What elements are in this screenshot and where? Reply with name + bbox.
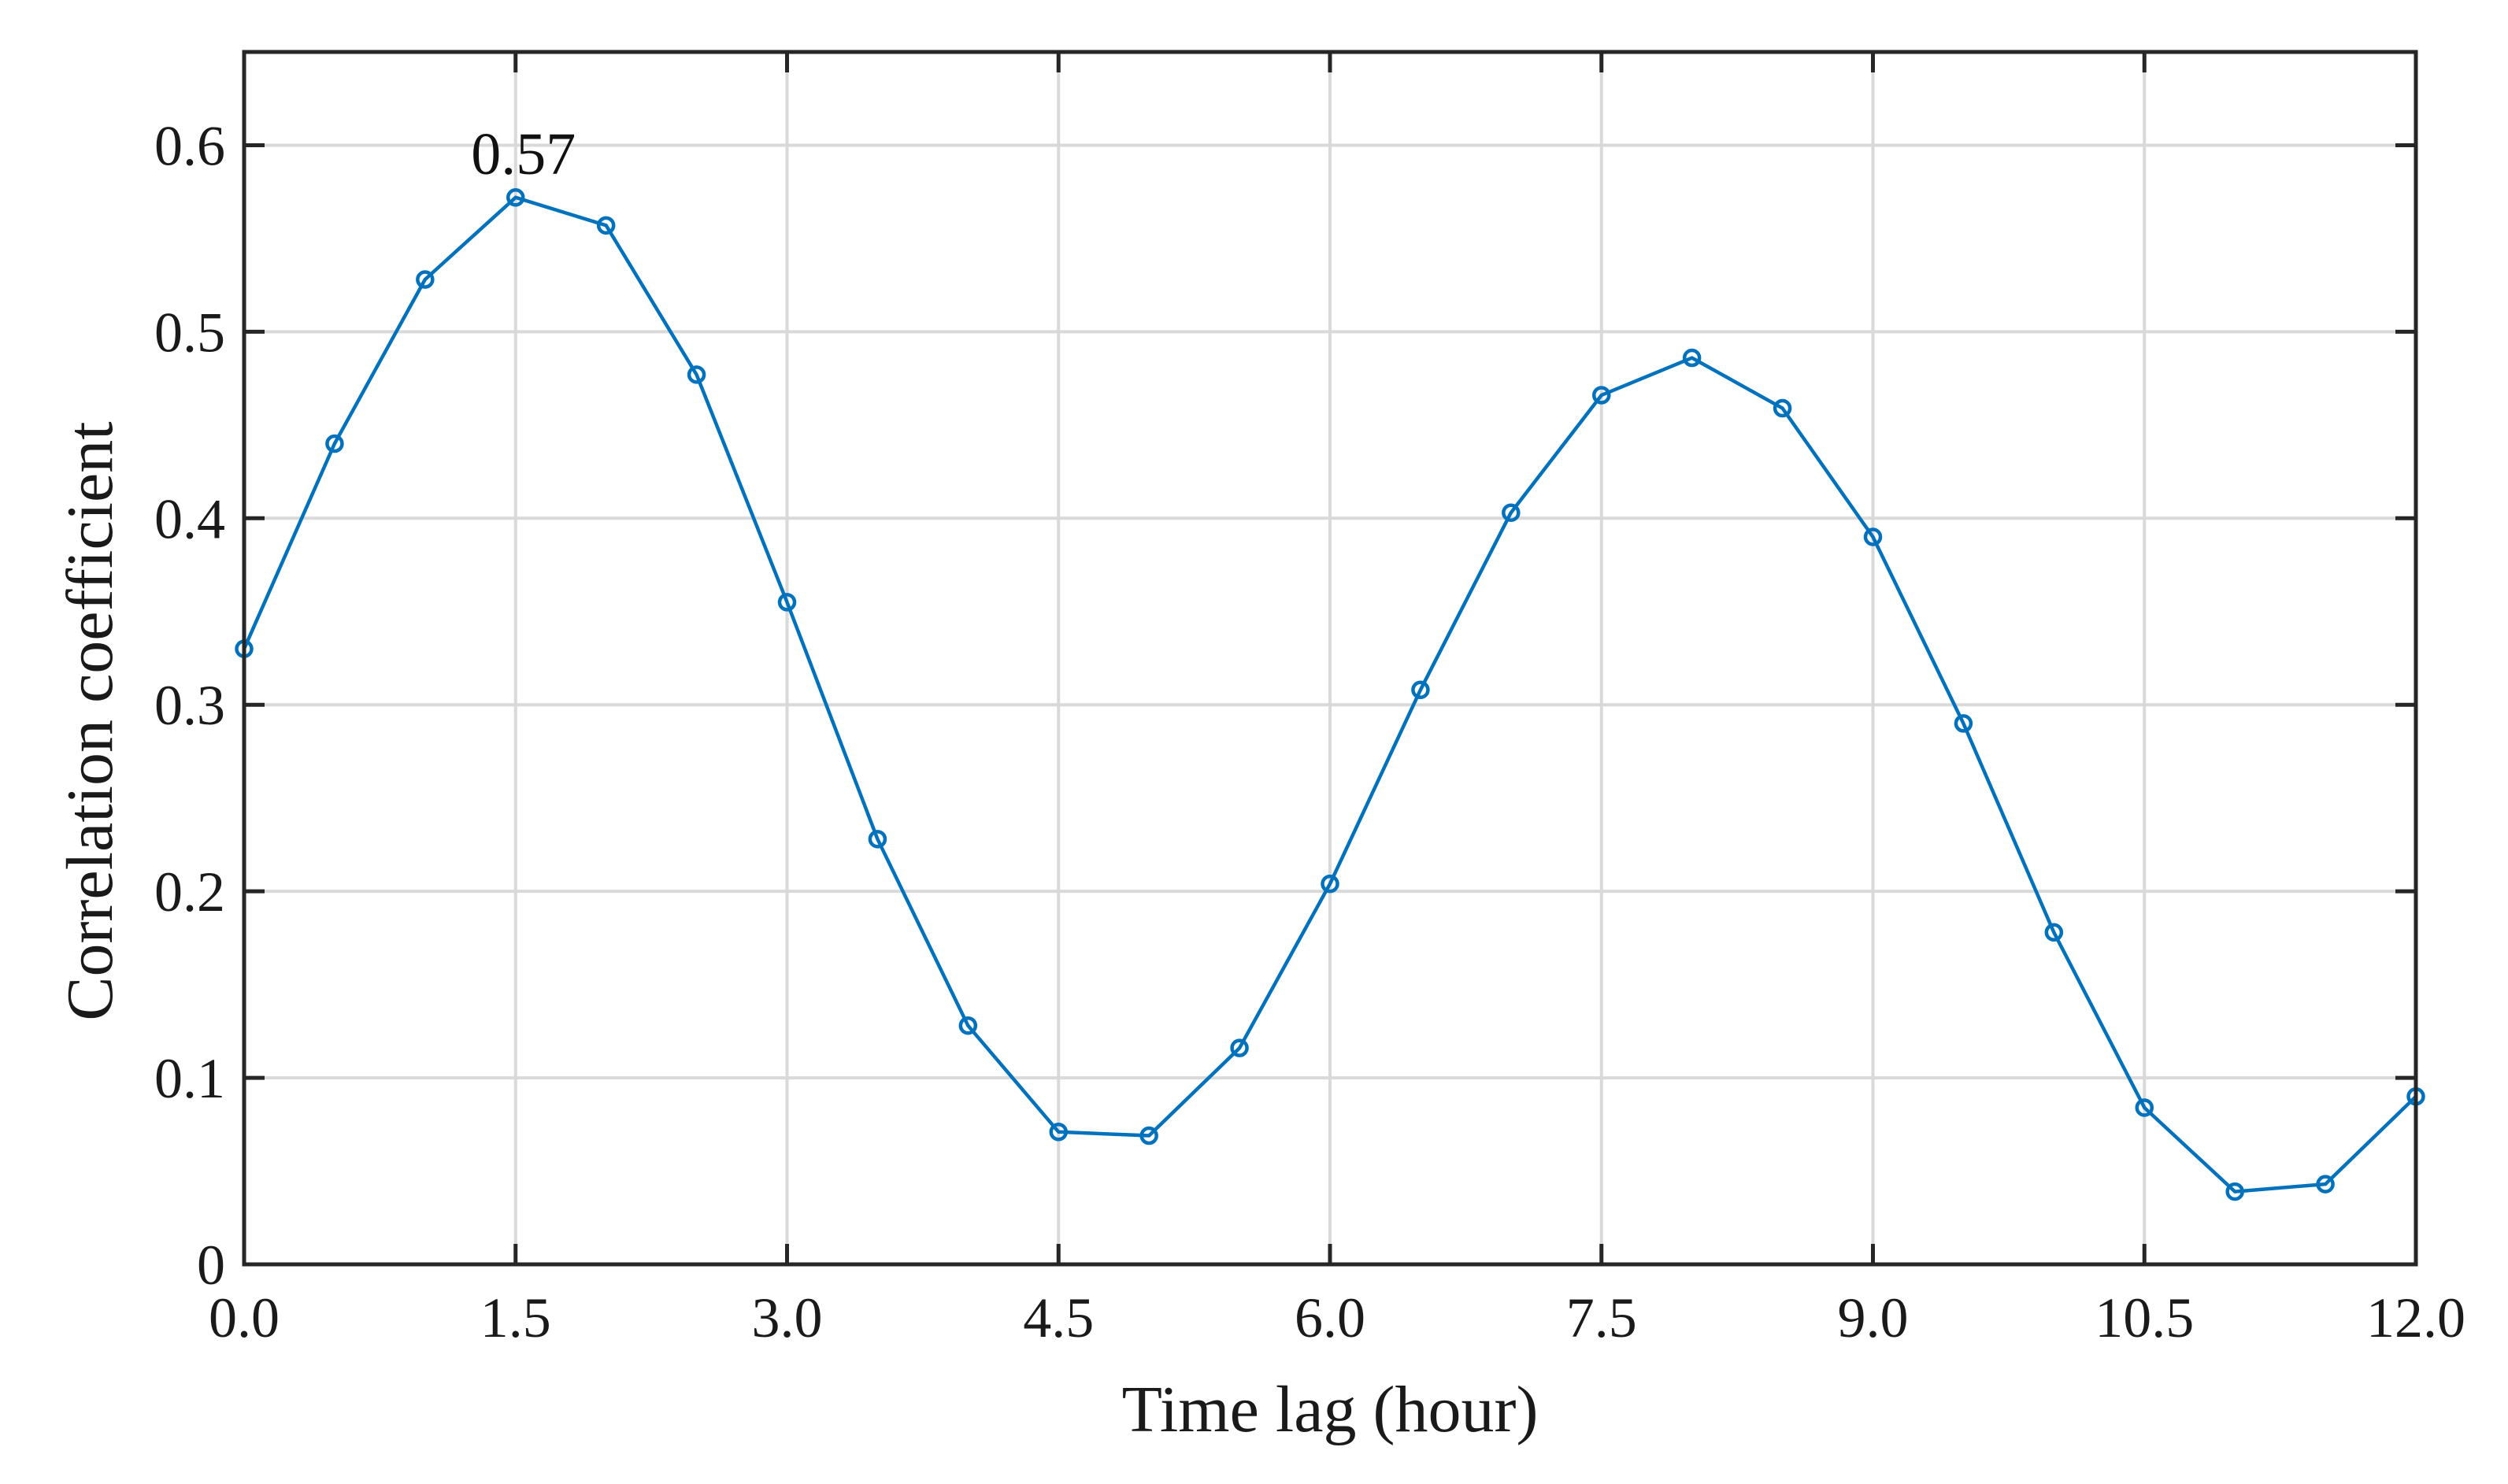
y-tick-label: 0.1: [154, 1047, 225, 1110]
data-point-marker: [1682, 348, 1702, 368]
data-point-marker: [1954, 714, 1973, 733]
data-point-marker: [2135, 1098, 2154, 1117]
data-point-marker: [1502, 503, 1521, 522]
data-point-marker: [1230, 1038, 1249, 1057]
x-tick-label: 6.0: [1295, 1286, 1365, 1349]
data-point-marker: [506, 188, 525, 207]
data-point-marker: [777, 593, 797, 612]
annotations: 0.57: [471, 121, 576, 187]
x-tick-label: 7.5: [1566, 1286, 1637, 1349]
data-point-marker: [868, 830, 887, 849]
x-tick-label: 12.0: [2366, 1286, 2465, 1349]
x-tick-label: 4.5: [1023, 1286, 1094, 1349]
x-tick-label: 1.5: [480, 1286, 551, 1349]
peak-value-annotation: 0.57: [471, 121, 576, 187]
y-tick-label: 0.6: [154, 114, 225, 177]
data-point-marker: [1049, 1123, 1068, 1142]
y-tick-label: 0.4: [154, 487, 225, 550]
data-point-marker: [2316, 1175, 2335, 1193]
x-tick-label: 0.0: [209, 1286, 280, 1349]
data-point-marker: [1321, 874, 1339, 894]
data-point-marker: [1863, 527, 1883, 546]
axis-ticks: [242, 52, 2418, 1267]
x-tick-label: 10.5: [2095, 1286, 2194, 1349]
y-tick-label: 0: [197, 1234, 225, 1297]
data-point-marker: [1139, 1126, 1158, 1145]
y-tick-label: 0.3: [154, 674, 225, 737]
series-line: [242, 195, 2417, 1193]
data-point-marker: [687, 365, 706, 384]
tick-labels: 0.0 1.5 3.0 4.5 6.0 7.5 9.0 10.5 12.0 0 0.1 0.2 0.3 0…: [154, 114, 2465, 1349]
data-point-marker: [2044, 923, 2064, 942]
data-point-marker: [596, 216, 616, 235]
data-point-marker: [325, 434, 344, 453]
data-point-marker: [1773, 398, 1792, 418]
data-point-marker: [2225, 1182, 2244, 1201]
y-tick-label: 0.2: [154, 860, 225, 923]
data-point-marker: [416, 270, 435, 289]
x-tick-label: 9.0: [1838, 1286, 1909, 1349]
x-tick-label: 3.0: [752, 1286, 823, 1349]
data-point-marker: [958, 1016, 978, 1035]
data-point-marker: [1411, 680, 1430, 700]
x-axis-title: Time lag (hour): [1122, 1373, 1539, 1446]
y-tick-label: 0.5: [154, 301, 225, 364]
data-point-marker: [1592, 386, 1611, 405]
y-axis-title: Correlation coefficient: [54, 421, 127, 1020]
